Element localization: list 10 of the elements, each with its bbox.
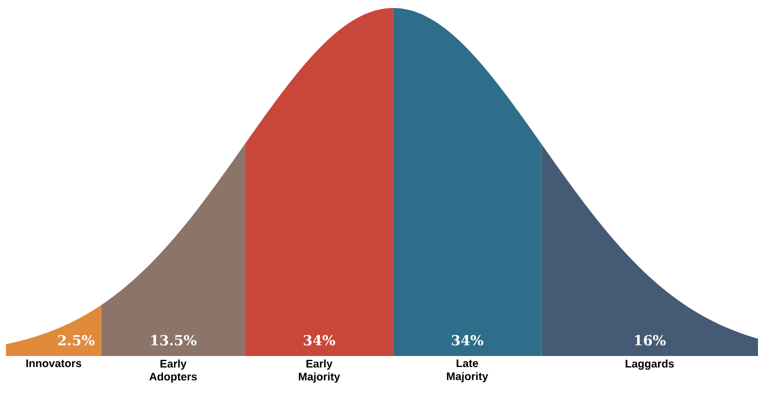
- category-label: Late Majority: [446, 360, 488, 382]
- data-label: 2.5%: [58, 334, 94, 346]
- data-label: 13.5%: [151, 334, 196, 346]
- category-label: Innovators: [26, 360, 82, 368]
- data-label: 34%: [452, 334, 484, 346]
- data-label: 34%: [304, 334, 336, 346]
- category-label: Early Majority: [298, 360, 340, 383]
- category-label: Early Adopters: [149, 360, 197, 383]
- data-label: 16%: [635, 334, 666, 346]
- category-label: Laggards: [626, 360, 674, 370]
